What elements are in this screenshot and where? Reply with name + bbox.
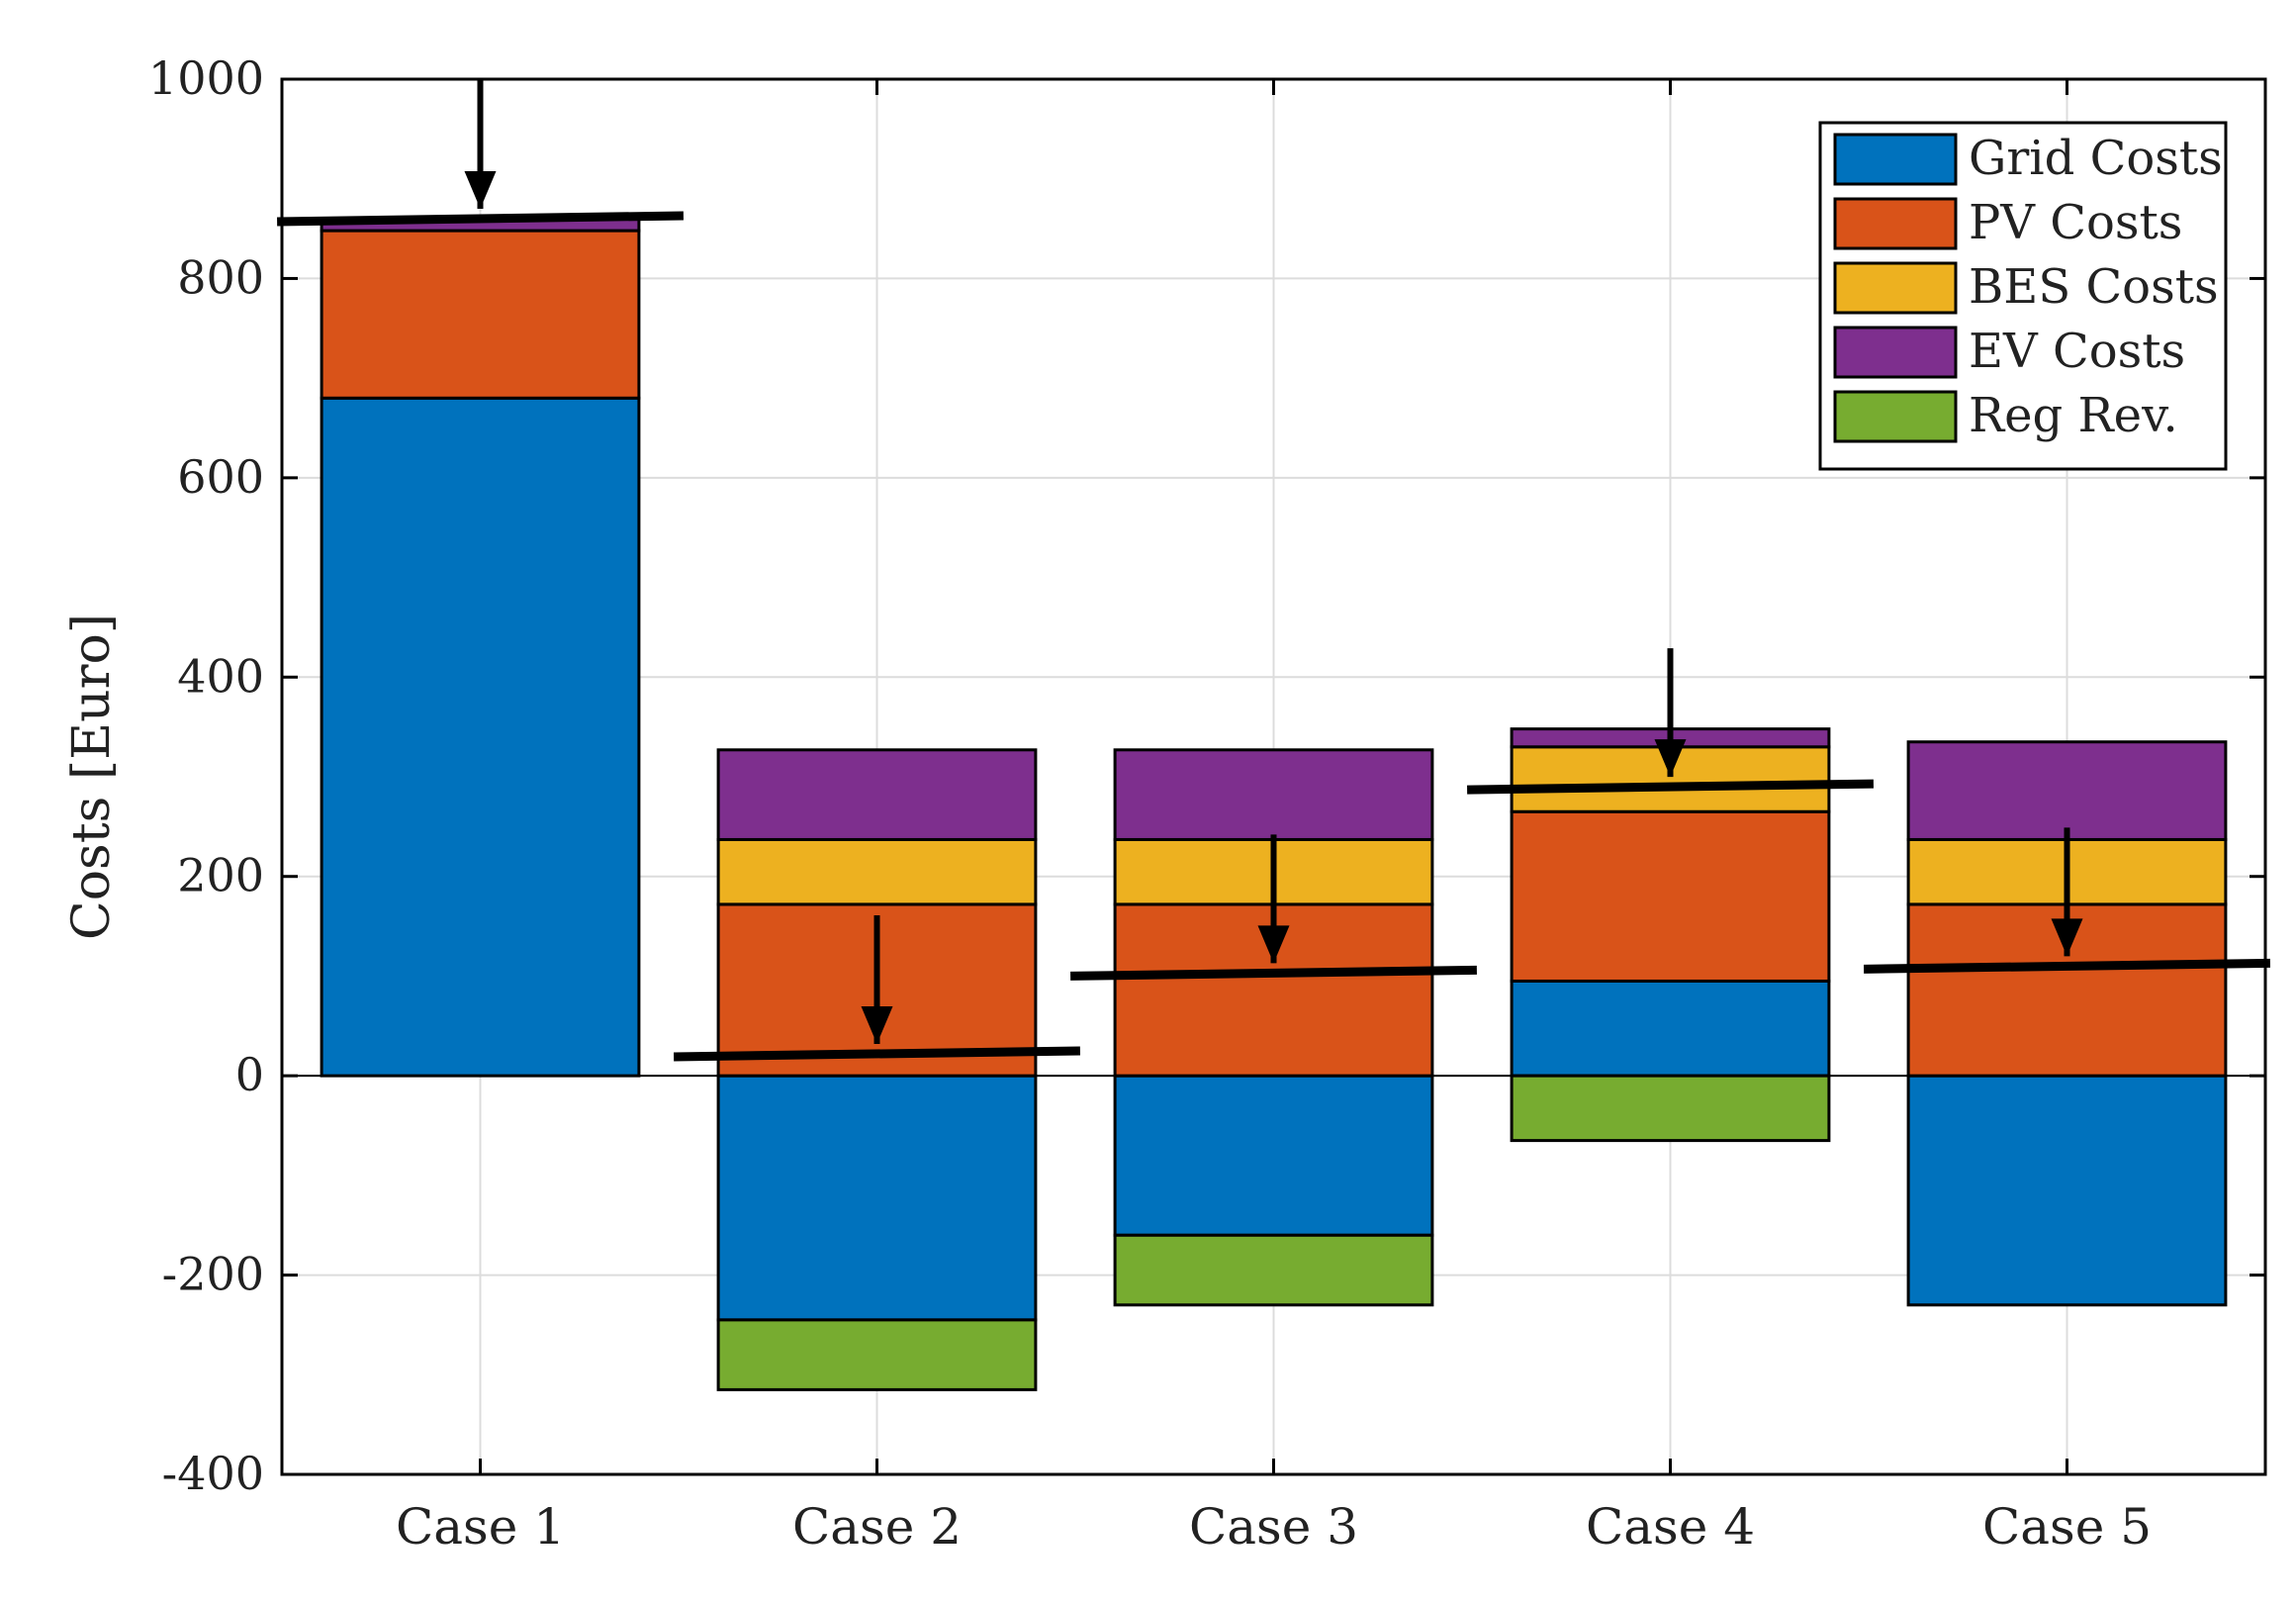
legend-label-pv-costs: PV Costs bbox=[1969, 195, 2182, 250]
y-tick-label: 800 bbox=[177, 250, 264, 304]
bar-segment-bes-costs bbox=[716, 837, 1038, 906]
legend-label-reg-rev: Reg Rev. bbox=[1969, 388, 2178, 443]
net-total-arrow-head bbox=[464, 171, 497, 209]
bars bbox=[320, 217, 2228, 1391]
net-total-arrow-head bbox=[1257, 925, 1290, 964]
x-tick-label: Case 1 bbox=[396, 1498, 565, 1556]
bar-segment-grid-costs bbox=[1906, 1074, 2228, 1307]
legend-label-grid-costs: Grid Costs bbox=[1969, 131, 2223, 186]
y-tick-label: 200 bbox=[177, 849, 264, 902]
bar-segment-grid-costs bbox=[716, 1074, 1038, 1322]
legend-swatch-reg-rev bbox=[1833, 390, 1958, 443]
bar-segment-pv-costs bbox=[1510, 809, 1831, 983]
y-axis-label: Costs [Euro] bbox=[62, 614, 122, 940]
axes: -400 -200 0 200 400 600 800 1000 Case 1 Case 2 Cas… bbox=[62, 51, 2267, 1556]
y-tick-label: 600 bbox=[177, 450, 264, 504]
bar-segment-ev-costs bbox=[1906, 740, 2228, 841]
net-total-line bbox=[1467, 779, 1874, 795]
net-total-markers bbox=[277, 80, 2270, 1062]
net-total-arrow-head bbox=[2051, 918, 2083, 957]
bar-segment-ev-costs bbox=[1113, 748, 1434, 841]
legend-swatch-ev-costs bbox=[1833, 326, 1958, 379]
bar-segment-grid-costs bbox=[1113, 1074, 1434, 1237]
bar-segment-pv-costs bbox=[320, 229, 641, 400]
bar-segment-grid-costs bbox=[320, 396, 641, 1078]
legend-swatch-grid-costs bbox=[1833, 133, 1958, 186]
net-total-line bbox=[674, 1046, 1080, 1062]
y-tick-label: 1000 bbox=[148, 51, 264, 105]
legend-swatch-pv-costs bbox=[1833, 197, 1958, 250]
x-tick-label: Case 2 bbox=[792, 1498, 962, 1556]
legend: Grid Costs PV Costs BES Costs EV Costs Reg R… bbox=[1818, 121, 2228, 471]
bar-segment-grid-costs bbox=[1510, 979, 1831, 1078]
y-tick-label: 0 bbox=[235, 1048, 264, 1101]
bar-segment-reg-rev bbox=[1113, 1233, 1434, 1307]
y-tick-label: 400 bbox=[177, 649, 264, 703]
legend-swatch-bes-costs bbox=[1833, 261, 1958, 315]
net-total-arrow-head bbox=[861, 1005, 893, 1044]
bar-segment-reg-rev bbox=[1510, 1074, 1831, 1143]
y-tick-label: -400 bbox=[162, 1447, 264, 1500]
net-total-arrow-head bbox=[1654, 739, 1687, 778]
x-tick-label: Case 3 bbox=[1189, 1498, 1358, 1556]
bar-segment-reg-rev bbox=[716, 1318, 1038, 1391]
y-tick-label: -200 bbox=[162, 1248, 264, 1301]
legend-label-ev-costs: EV Costs bbox=[1969, 324, 2185, 379]
legend-label-bes-costs: BES Costs bbox=[1969, 259, 2219, 315]
x-tick-label: Case 5 bbox=[1982, 1498, 2152, 1556]
net-total-line bbox=[277, 211, 684, 227]
net-total-line bbox=[1070, 965, 1477, 981]
net-total-line bbox=[1864, 958, 2270, 974]
bar-segment-ev-costs bbox=[716, 748, 1038, 841]
x-tick-label: Case 4 bbox=[1586, 1498, 1755, 1556]
